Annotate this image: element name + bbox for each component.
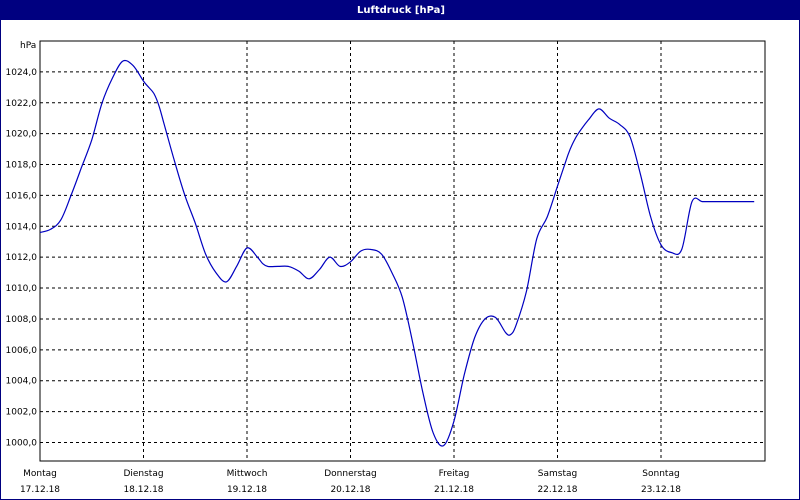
y-tick-label: 1010,0	[6, 284, 38, 294]
y-tick-label: 1022,0	[6, 99, 38, 109]
y-axis-unit-label: hPa	[20, 41, 36, 51]
pressure-series-line	[39, 59, 755, 447]
y-axis-tick-labels: 1000,0 1002,0 1004,0 1006,0 1008,0 1010,0 1012…	[6, 68, 38, 449]
x-tick-day-label: Mittwoch	[227, 469, 268, 479]
y-tick-label: 1002,0	[6, 408, 38, 418]
y-tick-label: 1018,0	[6, 161, 38, 171]
y-tick-label: 1020,0	[6, 130, 38, 140]
x-tick-day-label: Sonntag	[642, 469, 679, 479]
x-tick-date-label: 21.12.18	[434, 485, 474, 495]
x-tick-date-label: 17.12.18	[20, 485, 60, 495]
grid-lines	[40, 41, 765, 461]
x-tick-date-label: 20.12.18	[330, 485, 370, 495]
y-tick-label: 1008,0	[6, 315, 38, 325]
series-group	[39, 59, 755, 447]
x-tick-date-label: 19.12.18	[227, 485, 267, 495]
y-tick-label: 1016,0	[6, 191, 38, 201]
x-tick-day-label: Samstag	[538, 469, 577, 479]
x-tick-date-label: 18.12.18	[123, 485, 163, 495]
chart-title: Luftdruck [hPa]	[1, 1, 800, 20]
y-tick-label: 1012,0	[6, 253, 38, 263]
x-tick-date-label: 23.12.18	[641, 485, 681, 495]
y-tick-label: 1004,0	[6, 377, 38, 387]
x-tick-date-label: 22.12.18	[537, 485, 577, 495]
plot-area	[39, 40, 766, 462]
x-tick-day-label: Dienstag	[123, 469, 163, 479]
x-tick-day-label: Donnerstag	[324, 469, 377, 479]
x-axis-tick-labels: Montag 17.12.18 Dienstag 18.12.18 Mittwoch 19…	[20, 469, 681, 495]
x-tick-day-label: Freitag	[439, 469, 470, 479]
y-tick-label: 1014,0	[6, 222, 38, 232]
y-tick-label: 1024,0	[6, 68, 38, 78]
y-tick-label: 1006,0	[6, 346, 38, 356]
y-tick-label: 1000,0	[6, 438, 38, 448]
x-tick-day-label: Montag	[23, 469, 57, 479]
